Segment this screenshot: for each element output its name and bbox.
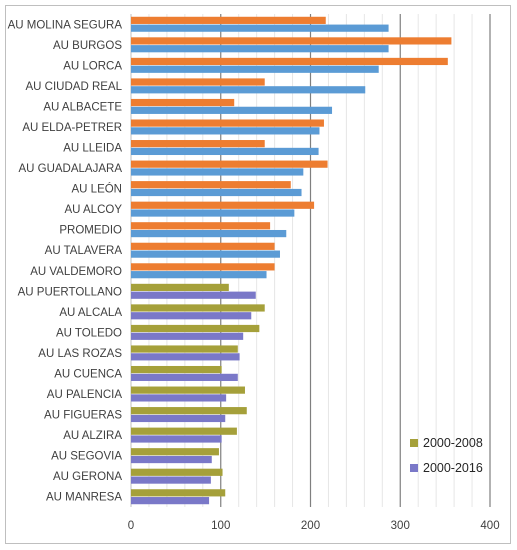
bar-series2	[131, 106, 333, 114]
category-label: AU LEÓN	[72, 183, 123, 196]
category-label: AU LAS ROZAS	[38, 348, 122, 360]
legend: 2000-2008 2000-2016	[410, 436, 483, 475]
bar-series2	[131, 209, 295, 217]
bar-series2	[131, 353, 240, 361]
bar-series1	[131, 160, 328, 168]
bar-series2	[131, 147, 319, 156]
bar-series2	[131, 127, 320, 135]
bar-series2	[131, 394, 227, 402]
category-label: AU ALCALA	[59, 307, 122, 319]
bar-series2	[131, 188, 302, 197]
bar-series2	[131, 271, 267, 279]
category-label: AU TOLEDO	[56, 327, 122, 339]
x-tick-label: 200	[301, 520, 320, 532]
category-label: AU CUENCA	[54, 368, 122, 380]
category-label: AU LORCA	[63, 60, 122, 72]
bar-series1	[131, 304, 265, 312]
legend-swatch	[410, 439, 418, 447]
bar-series2	[131, 497, 210, 505]
legend-label: 2000-2008	[423, 436, 483, 450]
category-label: AU PALENCIA	[47, 389, 123, 401]
bar-series1	[131, 489, 226, 497]
category-label: AU CIUDAD REAL	[26, 81, 123, 93]
grid-lines	[130, 14, 491, 507]
x-tick-label: 400	[480, 520, 499, 532]
bar-series2	[131, 291, 256, 299]
bar-series2	[131, 86, 366, 94]
bar-series1	[131, 57, 448, 66]
category-label: AU ALBACETE	[43, 101, 122, 113]
category-label: AU LLEIDA	[63, 143, 122, 155]
bar-series2	[131, 455, 212, 464]
bar-series1	[131, 345, 238, 353]
category-label: AU PUERTOLLANO	[18, 286, 122, 298]
bar-series2	[131, 476, 211, 484]
bar-series1	[131, 222, 271, 230]
category-label: AU GERONA	[53, 471, 122, 483]
category-label: PROMEDIO	[59, 225, 122, 237]
bar-series1	[131, 427, 237, 435]
x-tick-label: 100	[211, 520, 230, 532]
bar-series1	[131, 283, 229, 292]
bars	[131, 16, 452, 505]
bar-series2	[131, 229, 287, 238]
bar-series2	[131, 250, 280, 258]
category-label: AU FIGUERAS	[44, 410, 122, 422]
bar-series2	[131, 65, 379, 73]
bar-series1	[131, 119, 324, 127]
bar-series1	[131, 98, 235, 107]
category-labels: AU MOLINA SEGURA AU BURGOS AU LORCA AU CIUD…	[8, 19, 123, 503]
bar-series1	[131, 407, 247, 415]
category-label: AU SEGOVIA	[51, 451, 122, 463]
bar-series1	[131, 78, 265, 86]
bar-series2	[131, 24, 389, 32]
category-label: AU TALAVERA	[45, 245, 123, 257]
bar-series2	[131, 435, 222, 443]
category-label: AU MANRESA	[46, 492, 122, 504]
bar-series1	[131, 468, 223, 476]
bar-series1	[131, 263, 275, 271]
category-label: AU MOLINA SEGURA	[8, 19, 123, 31]
category-label: AU ALCOY	[64, 204, 122, 216]
category-label: AU ALZIRA	[63, 430, 122, 442]
bar-series1	[131, 16, 326, 24]
bar-series1	[131, 324, 260, 333]
bar-series1	[131, 201, 315, 209]
legend-label: 2000-2016	[423, 461, 483, 475]
bar-series1	[131, 37, 452, 45]
bar-series1	[131, 140, 265, 148]
x-axis-ticks: 0 100 200 300 400	[128, 520, 500, 532]
bar-series1	[131, 242, 275, 250]
bar-series2	[131, 45, 389, 53]
category-label: AU VALDEMORO	[30, 266, 122, 278]
legend-swatch	[410, 464, 418, 472]
x-tick-label: 0	[128, 520, 134, 532]
bar-series2	[131, 312, 252, 320]
bar-series2	[131, 332, 244, 340]
bar-series1	[131, 448, 219, 456]
bar-series1	[131, 181, 291, 189]
bar-series2	[131, 414, 226, 423]
category-label: AU GUADALAJARA	[18, 163, 122, 175]
bar-series1	[131, 386, 245, 394]
bar-series2	[131, 168, 304, 176]
bar-series1	[131, 365, 222, 374]
bar-series2	[131, 373, 238, 381]
category-label: AU ELDA-PETRER	[22, 122, 122, 134]
category-label: AU BURGOS	[53, 40, 122, 52]
x-tick-label: 300	[391, 520, 410, 532]
